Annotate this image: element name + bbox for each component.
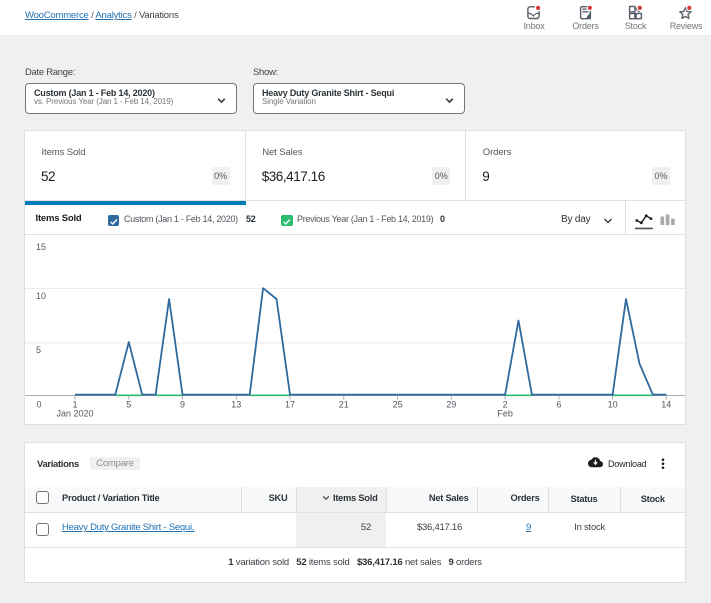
svg-text:6: 6	[556, 400, 561, 410]
svg-text:10: 10	[608, 400, 618, 410]
svg-text:5: 5	[36, 345, 41, 355]
svg-text:14: 14	[661, 400, 671, 410]
svg-text:10: 10	[36, 291, 46, 301]
svg-text:5: 5	[126, 400, 131, 410]
svg-text:2: 2	[503, 400, 508, 410]
svg-text:25: 25	[393, 400, 403, 410]
svg-text:29: 29	[446, 400, 456, 410]
svg-text:15: 15	[36, 242, 46, 252]
svg-text:9: 9	[180, 400, 185, 410]
svg-text:13: 13	[231, 400, 241, 410]
svg-text:21: 21	[339, 400, 349, 410]
svg-text:Jan 2020: Jan 2020	[56, 409, 93, 419]
svg-text:17: 17	[285, 400, 295, 410]
svg-text:1: 1	[72, 400, 77, 410]
svg-text:0: 0	[37, 400, 42, 410]
svg-text:Feb: Feb	[497, 409, 513, 419]
